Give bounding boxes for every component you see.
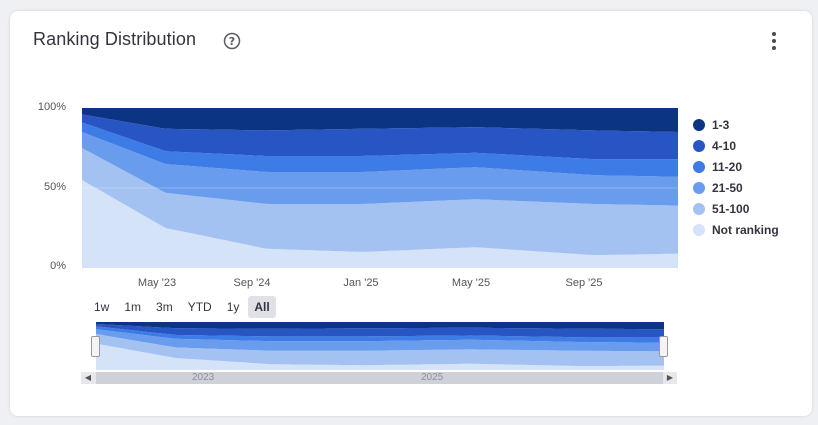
legend-dot (693, 139, 705, 152)
series-area-1-3[interactable] (82, 108, 678, 132)
x-tick-label: Sep '25 (565, 277, 603, 289)
x-tick-label: May '23 (137, 277, 177, 289)
series-area-1-3[interactable] (96, 322, 664, 330)
navigator-year-label: 2025 (421, 372, 444, 383)
main-chart[interactable] (82, 108, 678, 268)
svg-text:?: ? (229, 35, 235, 48)
legend-item-4-10[interactable]: 4-10 (693, 135, 779, 156)
range-3m-button[interactable]: 3m (156, 300, 173, 314)
legend-item-21-50[interactable]: 21-50 (693, 177, 779, 198)
legend-label: 4-10 (712, 138, 737, 153)
ranking-distribution-card: Ranking Distribution ? 100% 50% 0% May '… (10, 11, 812, 416)
navigator-chart[interactable] (96, 322, 664, 370)
legend-label: 11-20 (712, 159, 743, 174)
legend-dot (693, 118, 705, 131)
series-area-4-10[interactable] (96, 323, 664, 338)
range-1y-button[interactable]: 1y (226, 300, 240, 314)
kebab-menu-icon[interactable] (766, 31, 782, 51)
series-area-11-20[interactable] (82, 122, 678, 177)
series-area-not-ranking[interactable] (96, 343, 664, 370)
series-area-51-100[interactable] (96, 334, 664, 367)
series-area-21-50[interactable] (82, 132, 678, 206)
range-all-button[interactable]: All (248, 296, 276, 318)
range-1w-button[interactable]: 1w (94, 300, 110, 314)
scrollbar-thumb[interactable] (96, 372, 664, 384)
navigator-year-label: 2023 (192, 372, 215, 383)
help-icon[interactable]: ? (223, 32, 241, 50)
legend-dot (693, 202, 705, 215)
navigator-handle-left[interactable] (91, 336, 100, 357)
scroll-left-icon[interactable]: ◀ (81, 372, 95, 384)
legend-dot (693, 160, 705, 173)
y-tick-label: 50% (43, 181, 66, 193)
legend: 1-3 4-10 11-20 21-50 51-100 Not ranking (693, 114, 779, 240)
legend-dot (693, 181, 705, 194)
legend-label: 21-50 (712, 180, 743, 195)
scroll-right-icon[interactable]: ▶ (663, 372, 677, 384)
series-area-51-100[interactable] (82, 148, 678, 256)
series-area-21-50[interactable] (96, 329, 664, 352)
legend-label: 51-100 (712, 201, 750, 216)
range-1m-button[interactable]: 1m (124, 300, 142, 314)
x-tick-label: May '25 (451, 277, 491, 289)
legend-item-1-3[interactable]: 1-3 (693, 114, 779, 135)
series-area-4-10[interactable] (82, 114, 678, 160)
x-tick-label: Sep '24 (233, 277, 271, 289)
legend-item-11-20[interactable]: 11-20 (693, 156, 779, 177)
x-tick-label: Jan '25 (343, 277, 379, 289)
legend-item-51-100[interactable]: 51-100 (693, 198, 779, 219)
legend-label: 1-3 (712, 117, 730, 132)
series-area-11-20[interactable] (96, 326, 664, 343)
range-ytd-button[interactable]: YTD (187, 300, 212, 314)
series-area-not-ranking[interactable] (82, 180, 678, 268)
legend-dot (693, 223, 705, 236)
y-tick-label: 0% (50, 260, 66, 272)
navigator-handle-right[interactable] (659, 336, 668, 357)
range-selector: 1w 1m 3m YTD 1y All (88, 296, 279, 318)
legend-label: Not ranking (712, 222, 779, 237)
legend-item-not-ranking[interactable]: Not ranking (693, 219, 779, 240)
y-tick-label: 100% (37, 101, 66, 113)
page-title: Ranking Distribution (33, 29, 197, 49)
